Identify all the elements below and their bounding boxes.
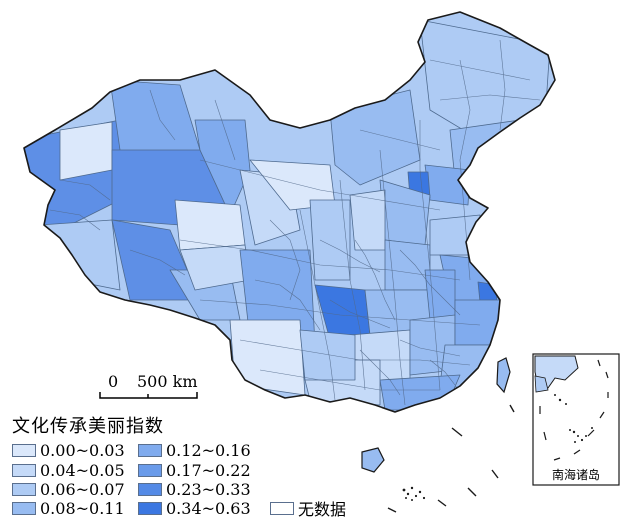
- region-shanxi: [349, 189, 386, 251]
- legend-item: 0.04~0.05: [12, 460, 125, 480]
- legend-item: 0.00~0.03: [12, 440, 125, 460]
- scale-zero-label: 0: [108, 372, 119, 391]
- legend-label: 0.04~0.05: [40, 460, 125, 480]
- legend-title: 文化传承美丽指数: [12, 416, 164, 437]
- nine-dash-line: [387, 404, 515, 513]
- legend-swatch: [270, 501, 294, 515]
- legend-item: 0.23~0.33: [138, 479, 251, 499]
- scale-distance-label: 500 km: [137, 372, 198, 391]
- legend-label: 0.08~0.11: [40, 498, 125, 518]
- scale-bar: [99, 392, 198, 399]
- region-yunnan: [229, 319, 306, 396]
- legend-label: 0.34~0.63: [166, 498, 251, 518]
- hainan-island: [361, 447, 385, 473]
- legend-item: 0.12~0.16: [138, 440, 251, 460]
- legend-item: 0.17~0.22: [138, 460, 251, 480]
- legend-label: 无数据: [298, 500, 347, 519]
- legend-swatch: [138, 463, 162, 477]
- scs-islands: [402, 486, 426, 501]
- legend-swatch: [138, 501, 162, 515]
- region-inner-mongolia-east: [329, 89, 421, 186]
- region-zhejiang: [454, 299, 501, 346]
- inset-content: [534, 355, 609, 461]
- county-boundaries: [49, 39, 541, 406]
- country-outline: [23, 11, 556, 413]
- legend-label: 0.06~0.07: [40, 479, 125, 499]
- legend-item: 0.06~0.07: [12, 479, 125, 499]
- inset-label: 南海诸岛: [552, 466, 601, 483]
- legend-swatch: [12, 501, 36, 515]
- legend-swatch: [12, 443, 36, 457]
- legend-label: 0.23~0.33: [166, 479, 251, 499]
- legend-item: 0.34~0.63: [138, 498, 251, 518]
- legend-item: 0.08~0.11: [12, 498, 125, 518]
- regions: [24, 19, 551, 411]
- region-guizhou: [299, 329, 356, 381]
- region-shandong: [429, 214, 481, 256]
- legend-label: 0.17~0.22: [166, 460, 251, 480]
- legend-swatch: [138, 443, 162, 457]
- region-xinjiang-east: [194, 119, 251, 216]
- legend-swatch: [12, 482, 36, 496]
- region-qinghai: [174, 199, 246, 251]
- legend-swatch: [12, 463, 36, 477]
- taiwan-island: [496, 357, 511, 394]
- legend-label: 0.12~0.16: [166, 440, 251, 460]
- legend-label: 0.00~0.03: [40, 440, 125, 460]
- region-shaanxi: [309, 199, 351, 281]
- legend-item: 无数据: [270, 499, 347, 519]
- region-tarim: [59, 121, 113, 181]
- legend-swatch: [138, 482, 162, 496]
